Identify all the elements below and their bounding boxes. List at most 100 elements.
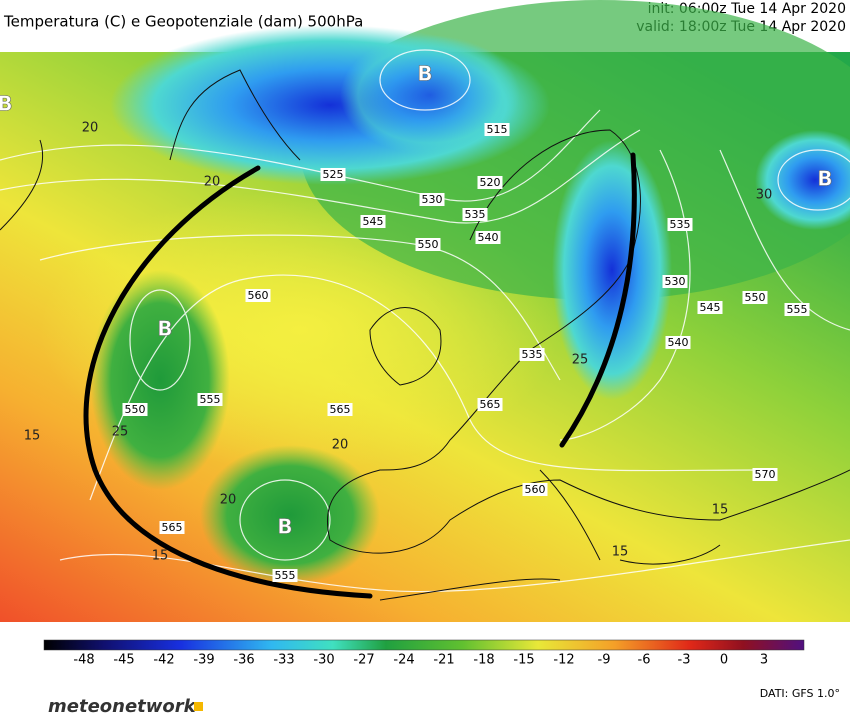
contour — [0, 109, 601, 202]
colorbar-ticks: -48 -45 -42 -39 -36 -33 -30 -27 -24 -21 -18 -15 -12-… — [73, 653, 768, 668]
colorbar-tick-label: -42 — [153, 653, 174, 668]
isohypse-label: 540 — [668, 336, 689, 349]
isohypse-label: 560 — [525, 483, 546, 496]
isohypse-label: 520 — [480, 176, 501, 189]
colorbar-tick-label: -24 — [393, 653, 414, 668]
temperature-label: 20 — [332, 438, 349, 453]
coastline — [539, 469, 721, 565]
isohypse-label: 560 — [248, 289, 269, 302]
isohypse-label: 555 — [787, 303, 808, 316]
isohypse-label-bg — [415, 238, 441, 251]
temperature-label: 15 — [612, 545, 629, 560]
isohypse-label-bg — [159, 521, 185, 534]
temperature-label: 20 — [204, 175, 221, 190]
trough-axes — [83, 152, 637, 599]
contour — [0, 129, 641, 224]
cold-area — [552, 140, 672, 400]
isohypse-label: 535 — [522, 348, 543, 361]
contour — [89, 274, 761, 501]
isohypse-label: 555 — [200, 393, 221, 406]
green-low — [90, 270, 230, 490]
isohypse-label-bg — [122, 403, 148, 416]
colorbar-tick-label: -33 — [273, 653, 294, 668]
temperature-label: 15 — [712, 503, 729, 518]
isohypse-label: 530 — [422, 193, 443, 206]
contour — [239, 479, 331, 561]
trough-axis — [559, 152, 637, 448]
pressure-center: B — [817, 167, 832, 191]
logo: meteonetwork — [48, 696, 197, 717]
temperature-label: 25 — [112, 425, 129, 440]
contour — [129, 289, 191, 391]
isohypse-label: 545 — [363, 215, 384, 228]
isohypse-label: 535 — [670, 218, 691, 231]
temperature-label: 30 — [756, 188, 773, 203]
contour — [777, 149, 850, 211]
contour — [719, 149, 850, 331]
data-source: DATI: GFS 1.0° — [760, 687, 840, 700]
isohypse-label-bg — [784, 303, 810, 316]
isohypse-label: 525 — [323, 168, 344, 181]
coastline — [0, 139, 44, 231]
map-area: B B B B B 515 520 525 530 535 545 550 540 560 555 550 56… — [0, 0, 850, 622]
isohypse-label: 570 — [755, 468, 776, 481]
isohypse-label: 515 — [487, 123, 508, 136]
colorbar-tick-label: -18 — [473, 653, 494, 668]
isohypse-label: 565 — [330, 403, 351, 416]
temperature-label: 20 — [220, 493, 237, 508]
isohypse-label-bg — [475, 231, 501, 244]
temperature-label: 15 — [152, 549, 169, 564]
isohypse-label-bg — [477, 398, 503, 411]
isohypse-label: 550 — [745, 291, 766, 304]
isohypse-label-bg — [522, 483, 548, 496]
pressure-center: B — [0, 92, 13, 116]
colorbar-tick-label: -27 — [353, 653, 374, 668]
coastlines — [0, 69, 850, 601]
isohypse-label-bg — [519, 348, 545, 361]
colorbar-tick-label: -15 — [513, 653, 534, 668]
isohypse-label: 550 — [418, 238, 439, 251]
isohypse-label-bg — [462, 208, 488, 221]
coastline — [369, 307, 442, 386]
coastline — [326, 129, 850, 554]
isohypse-label: 530 — [665, 275, 686, 288]
coastline — [379, 578, 561, 601]
isohypse-label-bg — [197, 393, 223, 406]
isohypse-label: 535 — [465, 208, 486, 221]
isohypse-label-bg — [742, 291, 768, 304]
isohypse-label: 545 — [700, 301, 721, 314]
colorbar-tick-label: -45 — [113, 653, 134, 668]
colorbar-tick-label: -12 — [553, 653, 574, 668]
isohypse-label-bg — [360, 215, 386, 228]
cold-area — [340, 35, 520, 155]
contour — [379, 49, 471, 111]
isohypse-label-bg — [667, 218, 693, 231]
temperature-label: 20 — [82, 121, 99, 136]
contour — [39, 234, 561, 381]
isohypse-label-bg — [272, 569, 298, 582]
isohypse-label-bg — [419, 193, 445, 206]
isohypse-label-bg — [752, 468, 778, 481]
isohypse-label-bg — [484, 123, 510, 136]
pressure-center: B — [157, 317, 172, 341]
colorbar-tick-label: -6 — [638, 653, 651, 668]
colorbar-tick-label: -21 — [433, 653, 454, 668]
isohypse-label-bg — [477, 176, 503, 189]
isohypse-label: 565 — [480, 398, 501, 411]
isohypse-label-bg — [665, 336, 691, 349]
temperature-label: 25 — [572, 353, 589, 368]
temperature-label: 15 — [24, 429, 41, 444]
colorbar-tick-label: -30 — [313, 653, 334, 668]
colorbar-tick-label: -3 — [678, 653, 691, 668]
title: Temperatura (C) e Geopotenziale (dam) 50… — [3, 13, 363, 31]
isohypse-label: 555 — [275, 569, 296, 582]
cold-area — [755, 130, 850, 230]
colorbar-tick-label: 0 — [720, 653, 728, 668]
green-low — [200, 445, 380, 585]
logo-mark — [194, 702, 203, 711]
isohypse-label-bg — [320, 168, 346, 181]
colorbar-tick-label: -9 — [598, 653, 611, 668]
isohypse-label-bg — [327, 403, 353, 416]
coastline — [169, 69, 301, 161]
